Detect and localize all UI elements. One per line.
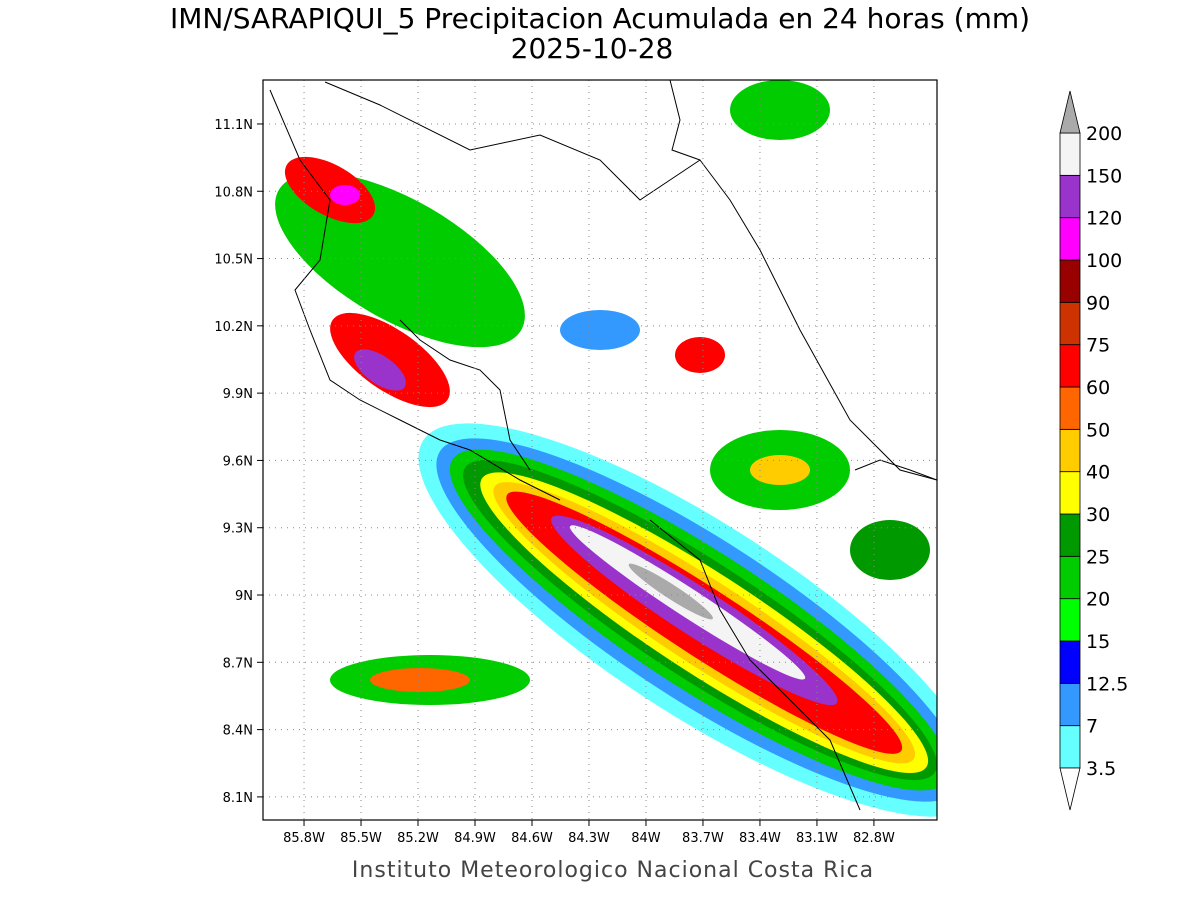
colorbar-label: 200 <box>1086 123 1122 145</box>
y-tick-label: 9.6N <box>223 454 253 469</box>
y-tick-label: 11.1N <box>214 118 253 133</box>
y-tick-label: 8.7N <box>223 656 253 671</box>
colorbar-label: 30 <box>1086 504 1110 526</box>
x-tick-label: 82.8W <box>853 831 895 846</box>
x-tick-label: 85.2W <box>397 831 439 846</box>
x-tick-label: 85.5W <box>340 831 382 846</box>
x-tick-label: 83.1W <box>796 831 838 846</box>
title: IMN/SARAPIQUI_5 Precipitacion Acumulada … <box>170 2 1030 35</box>
y-tick-label: 10.8N <box>214 185 253 200</box>
colorbar-segment <box>1059 217 1081 261</box>
colorbar-segment <box>1059 344 1081 388</box>
y-tick-label: 10.2N <box>214 320 253 335</box>
colorbar-label: 20 <box>1086 589 1110 611</box>
coastlines <box>269 80 937 811</box>
x-tick-label: 83.7W <box>682 831 724 846</box>
y-tick-label: 9.3N <box>223 522 253 537</box>
y-tick-label: 8.4N <box>223 724 253 739</box>
y-tick-label: 9N <box>235 589 253 604</box>
colorbar-label: 50 <box>1086 419 1110 441</box>
colorbar-segment <box>1059 174 1081 219</box>
colorbar-segment <box>1059 640 1081 684</box>
colorbar-segment <box>1059 682 1081 727</box>
colorbar-segment <box>1059 598 1081 642</box>
grid <box>263 80 937 820</box>
colorbar-label: 90 <box>1086 292 1110 314</box>
x-tick-label: 84.9W <box>454 831 496 846</box>
colorbar-segment <box>1059 725 1081 769</box>
colorbar-label: 25 <box>1086 546 1110 568</box>
colorbar-segment <box>1059 386 1081 430</box>
colorbar-label: 120 <box>1086 208 1122 230</box>
colorbar-label: 100 <box>1086 250 1122 272</box>
colorbar-under <box>1059 767 1081 811</box>
colorbar-segment <box>1059 513 1081 557</box>
x-tick-label: 84W <box>631 831 661 846</box>
x-tick-label: 85.8W <box>283 831 325 846</box>
y-tick-label: 9.9N <box>223 387 253 402</box>
colorbar-segment <box>1059 555 1081 600</box>
colorbar-label: 75 <box>1086 335 1110 357</box>
colorbar-segment <box>1059 301 1081 346</box>
colorbar-segment <box>1059 259 1081 303</box>
subtitle: 2025-10-28 <box>511 32 674 65</box>
x-tick-label: 84.6W <box>511 831 553 846</box>
y-tick-label: 8.1N <box>223 791 253 806</box>
footer: Instituto Meteorologico Nacional Costa R… <box>352 858 874 883</box>
colorbar-label: 3.5 <box>1086 758 1116 780</box>
colorbar-segment <box>1059 471 1081 515</box>
colorbar-label: 15 <box>1086 631 1110 653</box>
map-frame <box>262 79 938 821</box>
colorbar-label: 7 <box>1086 716 1098 738</box>
colorbar-over <box>1059 90 1081 134</box>
colorbar-label: 150 <box>1086 165 1122 187</box>
colorbar-label: 40 <box>1086 462 1110 484</box>
colorbar-segment <box>1059 132 1081 176</box>
colorbar-label: 60 <box>1086 377 1110 399</box>
x-tick-label: 84.3W <box>568 831 610 846</box>
y-tick-label: 10.5N <box>214 253 253 268</box>
precipitation-field <box>275 80 937 817</box>
x-tick-label: 83.4W <box>739 831 781 846</box>
colorbar-label: 12.5 <box>1086 673 1128 695</box>
colorbar-segment <box>1059 428 1081 473</box>
